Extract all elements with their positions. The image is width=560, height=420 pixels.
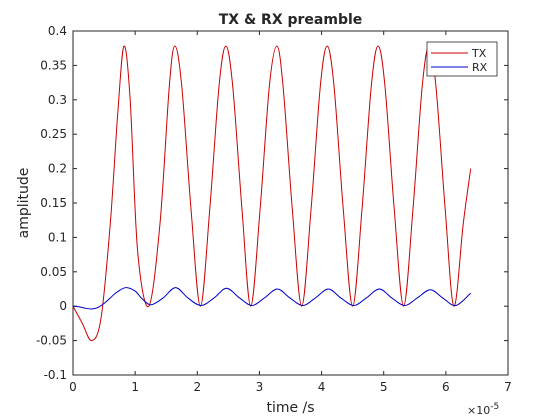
y-tick-label: 0.1 (48, 230, 67, 244)
legend-label-tx: TX (471, 47, 487, 60)
y-tick-label: 0.05 (40, 265, 67, 279)
chart-title: TX & RX preamble (219, 12, 363, 28)
axis-ticks: 0 1 2 3 4 5 6 7 -0.1 -0.05 0 0.05 0.1 0.15 0.2 0.25 0.3 0… (36, 24, 512, 394)
legend-label-rx: RX (472, 61, 488, 74)
y-tick-label: 0.25 (40, 127, 67, 141)
legend-box (426, 41, 498, 77)
x-tick-label: 7 (504, 380, 512, 394)
legend: TX RX (426, 41, 498, 77)
y-axis-label: amplitude (16, 168, 32, 239)
x-tick-label: 2 (193, 380, 201, 394)
x-exponent-power: -5 (490, 402, 499, 412)
plot-area (72, 30, 509, 376)
x-exponent-base: ×10 (467, 404, 490, 417)
y-tick-label: 0.15 (40, 196, 67, 210)
y-tick-label: -0.1 (44, 368, 67, 382)
y-tick-label: 0.4 (48, 24, 67, 38)
y-tick-label: 0.2 (48, 162, 67, 176)
x-tick-label: 5 (380, 380, 388, 394)
x-tick-label: 1 (131, 380, 139, 394)
y-tick-label: -0.05 (36, 334, 67, 348)
x-axis-label: time /s (266, 400, 314, 416)
series-line-rx (72, 287, 472, 310)
x-tick-label: 3 (256, 380, 264, 394)
y-tick-label: 0 (59, 299, 67, 313)
x-tick-label: 0 (69, 380, 77, 394)
x-tick-label: 6 (442, 380, 450, 394)
y-tick-label: 0.35 (40, 58, 67, 72)
x-tick-label: 4 (318, 380, 326, 394)
y-tick-label: 0.3 (48, 93, 67, 107)
x-exponent-label: ×10-5 (467, 402, 499, 417)
series-lines (72, 45, 472, 342)
